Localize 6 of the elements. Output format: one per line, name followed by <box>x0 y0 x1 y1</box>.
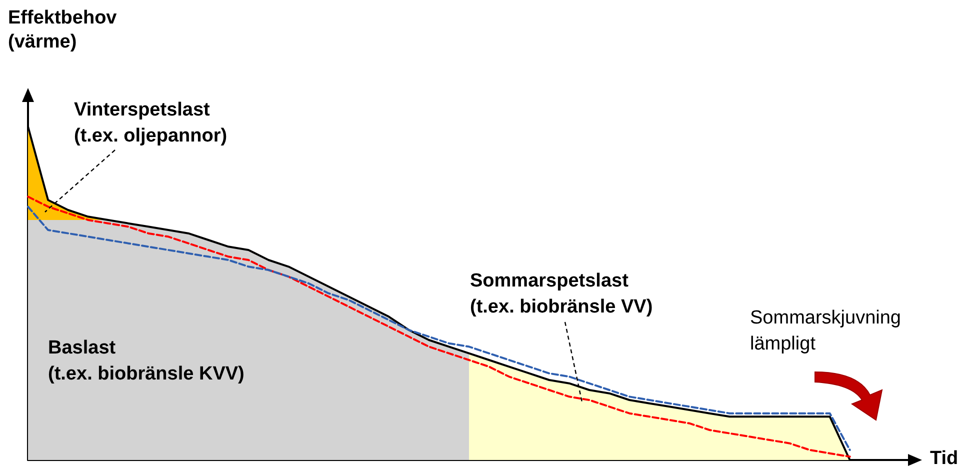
annotation: Baslast (t.ex. biobränsle KVV) <box>48 338 244 384</box>
y-axis-title: Effektbehov (värme) <box>8 8 118 52</box>
x-axis-title: Tid <box>930 448 958 468</box>
annotation: Vinterspetslast (t.ex. oljepannor) <box>74 100 228 146</box>
annotation: Sommarskjuvning lämpligt <box>750 308 901 354</box>
annotation: Sommarspetslast (t.ex. biobränsle VV) <box>470 270 653 318</box>
